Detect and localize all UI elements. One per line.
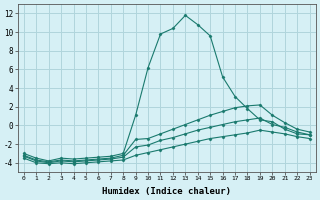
X-axis label: Humidex (Indice chaleur): Humidex (Indice chaleur) xyxy=(102,187,231,196)
